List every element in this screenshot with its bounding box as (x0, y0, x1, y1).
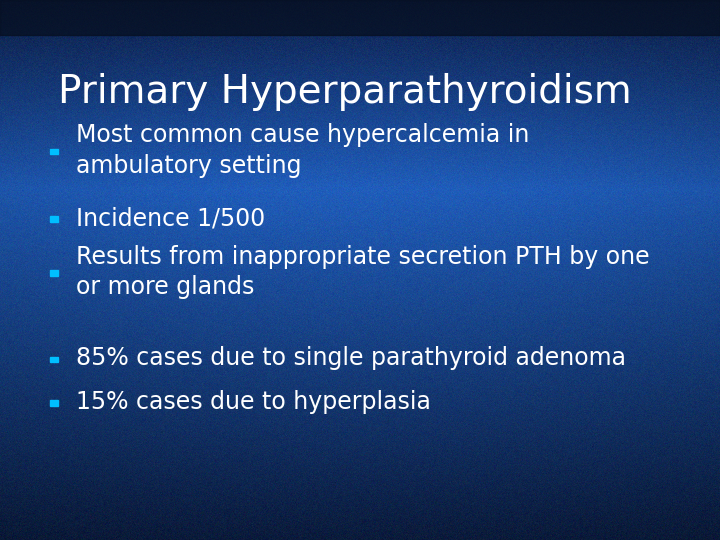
Text: Incidence 1/500: Incidence 1/500 (76, 206, 265, 230)
Bar (50, 400, 58, 406)
Text: Results from inappropriate secretion PTH by one
or more glands: Results from inappropriate secretion PTH… (76, 245, 649, 299)
Text: Primary Hyperparathyroidism: Primary Hyperparathyroidism (58, 73, 631, 111)
Bar (50, 270, 58, 276)
Bar (50, 216, 58, 222)
Bar (50, 356, 58, 362)
Text: 85% cases due to single parathyroid adenoma: 85% cases due to single parathyroid aden… (76, 347, 626, 370)
Bar (50, 148, 58, 154)
Text: Most common cause hypercalcemia in
ambulatory setting: Most common cause hypercalcemia in ambul… (76, 123, 529, 178)
Bar (0, 0, 720, 35)
Text: 15% cases due to hyperplasia: 15% cases due to hyperplasia (76, 390, 431, 414)
